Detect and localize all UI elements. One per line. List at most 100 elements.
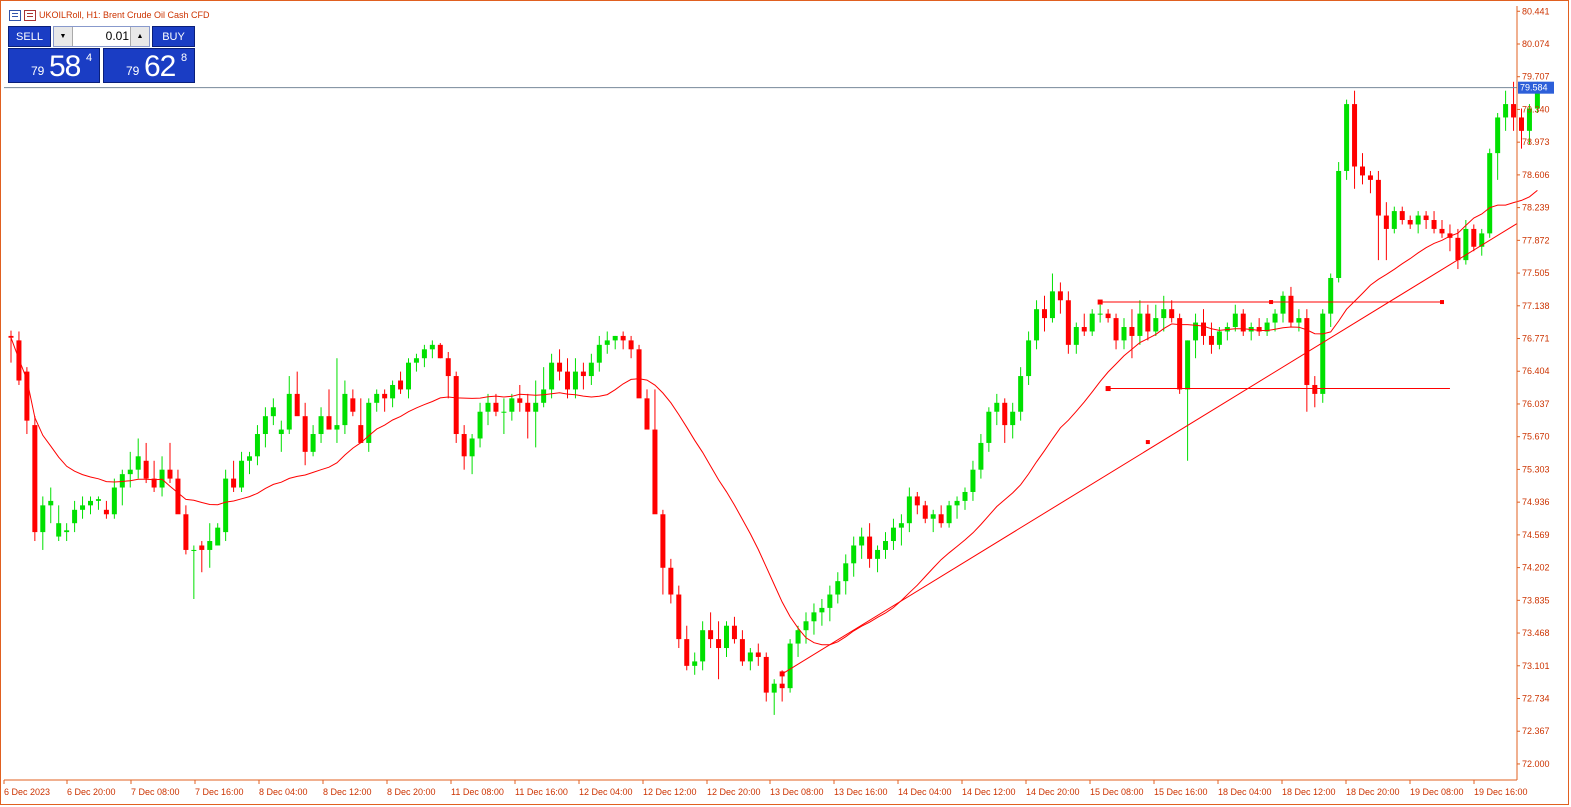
candle-body bbox=[1495, 117, 1501, 154]
time-tick-label: 7 Dec 16:00 bbox=[195, 787, 244, 797]
time-axis[interactable]: 6 Dec 2023 6 Dec 20:00 7 Dec 08:00 7 Dec 16… bbox=[3, 779, 1528, 797]
candle-body bbox=[1137, 313, 1143, 336]
trendline bbox=[781, 223, 1518, 675]
time-tick-label: 12 Dec 04:00 bbox=[579, 787, 633, 797]
candle-body bbox=[461, 434, 467, 457]
candle-body bbox=[771, 683, 777, 693]
time-tick-label: 18 Dec 04:00 bbox=[1218, 787, 1272, 797]
trendline-mid-anchor bbox=[1145, 440, 1150, 445]
candle-body bbox=[914, 496, 920, 506]
price-tick-label: 79.340 bbox=[1522, 104, 1550, 114]
candle-body bbox=[1360, 166, 1365, 176]
candle-body bbox=[1383, 215, 1389, 229]
candle-body bbox=[1201, 322, 1206, 336]
sell-price-box[interactable]: 79 58 4 bbox=[8, 48, 100, 83]
chart-window-icon[interactable] bbox=[9, 9, 21, 21]
chart-grid-icon[interactable] bbox=[24, 9, 36, 21]
candle-body bbox=[708, 630, 714, 640]
time-tick-label: 8 Dec 20:00 bbox=[387, 787, 436, 797]
candle-body bbox=[930, 514, 936, 519]
candle-body bbox=[994, 402, 1000, 412]
candle-body bbox=[127, 469, 133, 475]
candle-body bbox=[1240, 313, 1246, 332]
candle-body bbox=[1010, 411, 1016, 426]
candle-body bbox=[1439, 228, 1445, 234]
candle-body bbox=[270, 407, 276, 417]
price-tick-label: 77.872 bbox=[1522, 235, 1550, 245]
candle-body bbox=[294, 393, 300, 417]
candle-body bbox=[247, 456, 252, 461]
candle-body bbox=[1367, 175, 1373, 180]
time-tick-label: 18 Dec 20:00 bbox=[1346, 787, 1400, 797]
candle-body bbox=[1503, 104, 1509, 118]
lot-size-field[interactable]: ▼ 0.01 ▲ bbox=[53, 26, 150, 47]
candle-body bbox=[1105, 313, 1111, 319]
candle-body bbox=[406, 362, 411, 390]
candle-body bbox=[565, 371, 570, 390]
candle-body bbox=[946, 505, 952, 524]
candle-body bbox=[986, 411, 992, 443]
candle-body bbox=[883, 541, 888, 550]
candle-body bbox=[72, 509, 78, 524]
candle-body bbox=[660, 514, 666, 568]
candle-body bbox=[8, 335, 14, 338]
candle-body bbox=[207, 541, 213, 550]
candle-body bbox=[898, 523, 904, 528]
candle-body bbox=[1169, 309, 1175, 319]
candle-body bbox=[636, 349, 642, 399]
candle-body bbox=[1304, 318, 1310, 385]
price-tick-label: 75.303 bbox=[1522, 464, 1550, 474]
candle-body bbox=[533, 402, 539, 412]
candle-body bbox=[906, 496, 912, 524]
candle-body bbox=[1185, 340, 1191, 390]
candle-body bbox=[493, 402, 499, 412]
candle-body bbox=[32, 425, 38, 533]
price-axis[interactable]: 80.441 80.074 79.707 79.340 78.973 78.606 78.2… bbox=[1516, 6, 1554, 780]
price-tick-label: 73.468 bbox=[1522, 628, 1550, 638]
lot-increase-icon[interactable]: ▲ bbox=[130, 27, 149, 46]
candle-body bbox=[954, 500, 960, 506]
one-click-trading-panel: SELL ▼ 0.01 ▲ BUY 79 58 4 79 62 8 bbox=[8, 26, 195, 83]
price-tick-label: 72.000 bbox=[1522, 759, 1550, 769]
buy-price-main: 62 bbox=[144, 50, 176, 83]
candle-body bbox=[318, 416, 324, 435]
drawn-objects[interactable] bbox=[4, 87, 1518, 677]
candle-body bbox=[755, 652, 761, 657]
sell-price-fraction: 4 bbox=[86, 52, 93, 64]
candle-body bbox=[326, 416, 332, 430]
candle-body bbox=[525, 402, 531, 412]
candle-body bbox=[803, 621, 809, 631]
time-tick-label: 12 Dec 20:00 bbox=[707, 787, 761, 797]
candle-body bbox=[1161, 309, 1167, 319]
symbol-title: UKOILRoll, H1: Brent Crude Oil Cash CFD bbox=[39, 10, 210, 20]
buy-price-box[interactable]: 79 62 8 bbox=[103, 48, 195, 83]
candle-body bbox=[1415, 215, 1421, 225]
candle-body bbox=[596, 344, 602, 363]
candle-body bbox=[262, 416, 268, 435]
candle-body bbox=[437, 344, 443, 359]
candle-body bbox=[1089, 313, 1095, 332]
lot-size-value[interactable]: 0.01 bbox=[105, 29, 129, 43]
candle-body bbox=[103, 509, 109, 515]
candle-body bbox=[1264, 322, 1270, 332]
candle-body bbox=[1391, 211, 1397, 229]
price-tick-label: 72.734 bbox=[1522, 693, 1550, 703]
buy-price-prefix: 79 bbox=[126, 64, 140, 78]
lot-decrease-icon[interactable]: ▼ bbox=[54, 27, 73, 46]
candle-body bbox=[811, 612, 817, 622]
time-tick-label: 13 Dec 08:00 bbox=[770, 787, 824, 797]
sell-button[interactable]: SELL bbox=[8, 26, 51, 47]
candle-body bbox=[167, 469, 173, 479]
candle-body bbox=[239, 460, 245, 488]
buy-button[interactable]: BUY bbox=[152, 26, 195, 47]
candle-body bbox=[183, 514, 189, 550]
candle-body bbox=[1113, 318, 1119, 341]
candle-body bbox=[779, 683, 785, 689]
candle-body bbox=[24, 371, 30, 421]
time-tick-label: 6 Dec 2023 bbox=[4, 787, 50, 797]
candle-body bbox=[692, 661, 698, 666]
candle-body bbox=[342, 393, 348, 426]
candle-body bbox=[1256, 327, 1262, 332]
time-tick-label: 8 Dec 12:00 bbox=[323, 787, 372, 797]
